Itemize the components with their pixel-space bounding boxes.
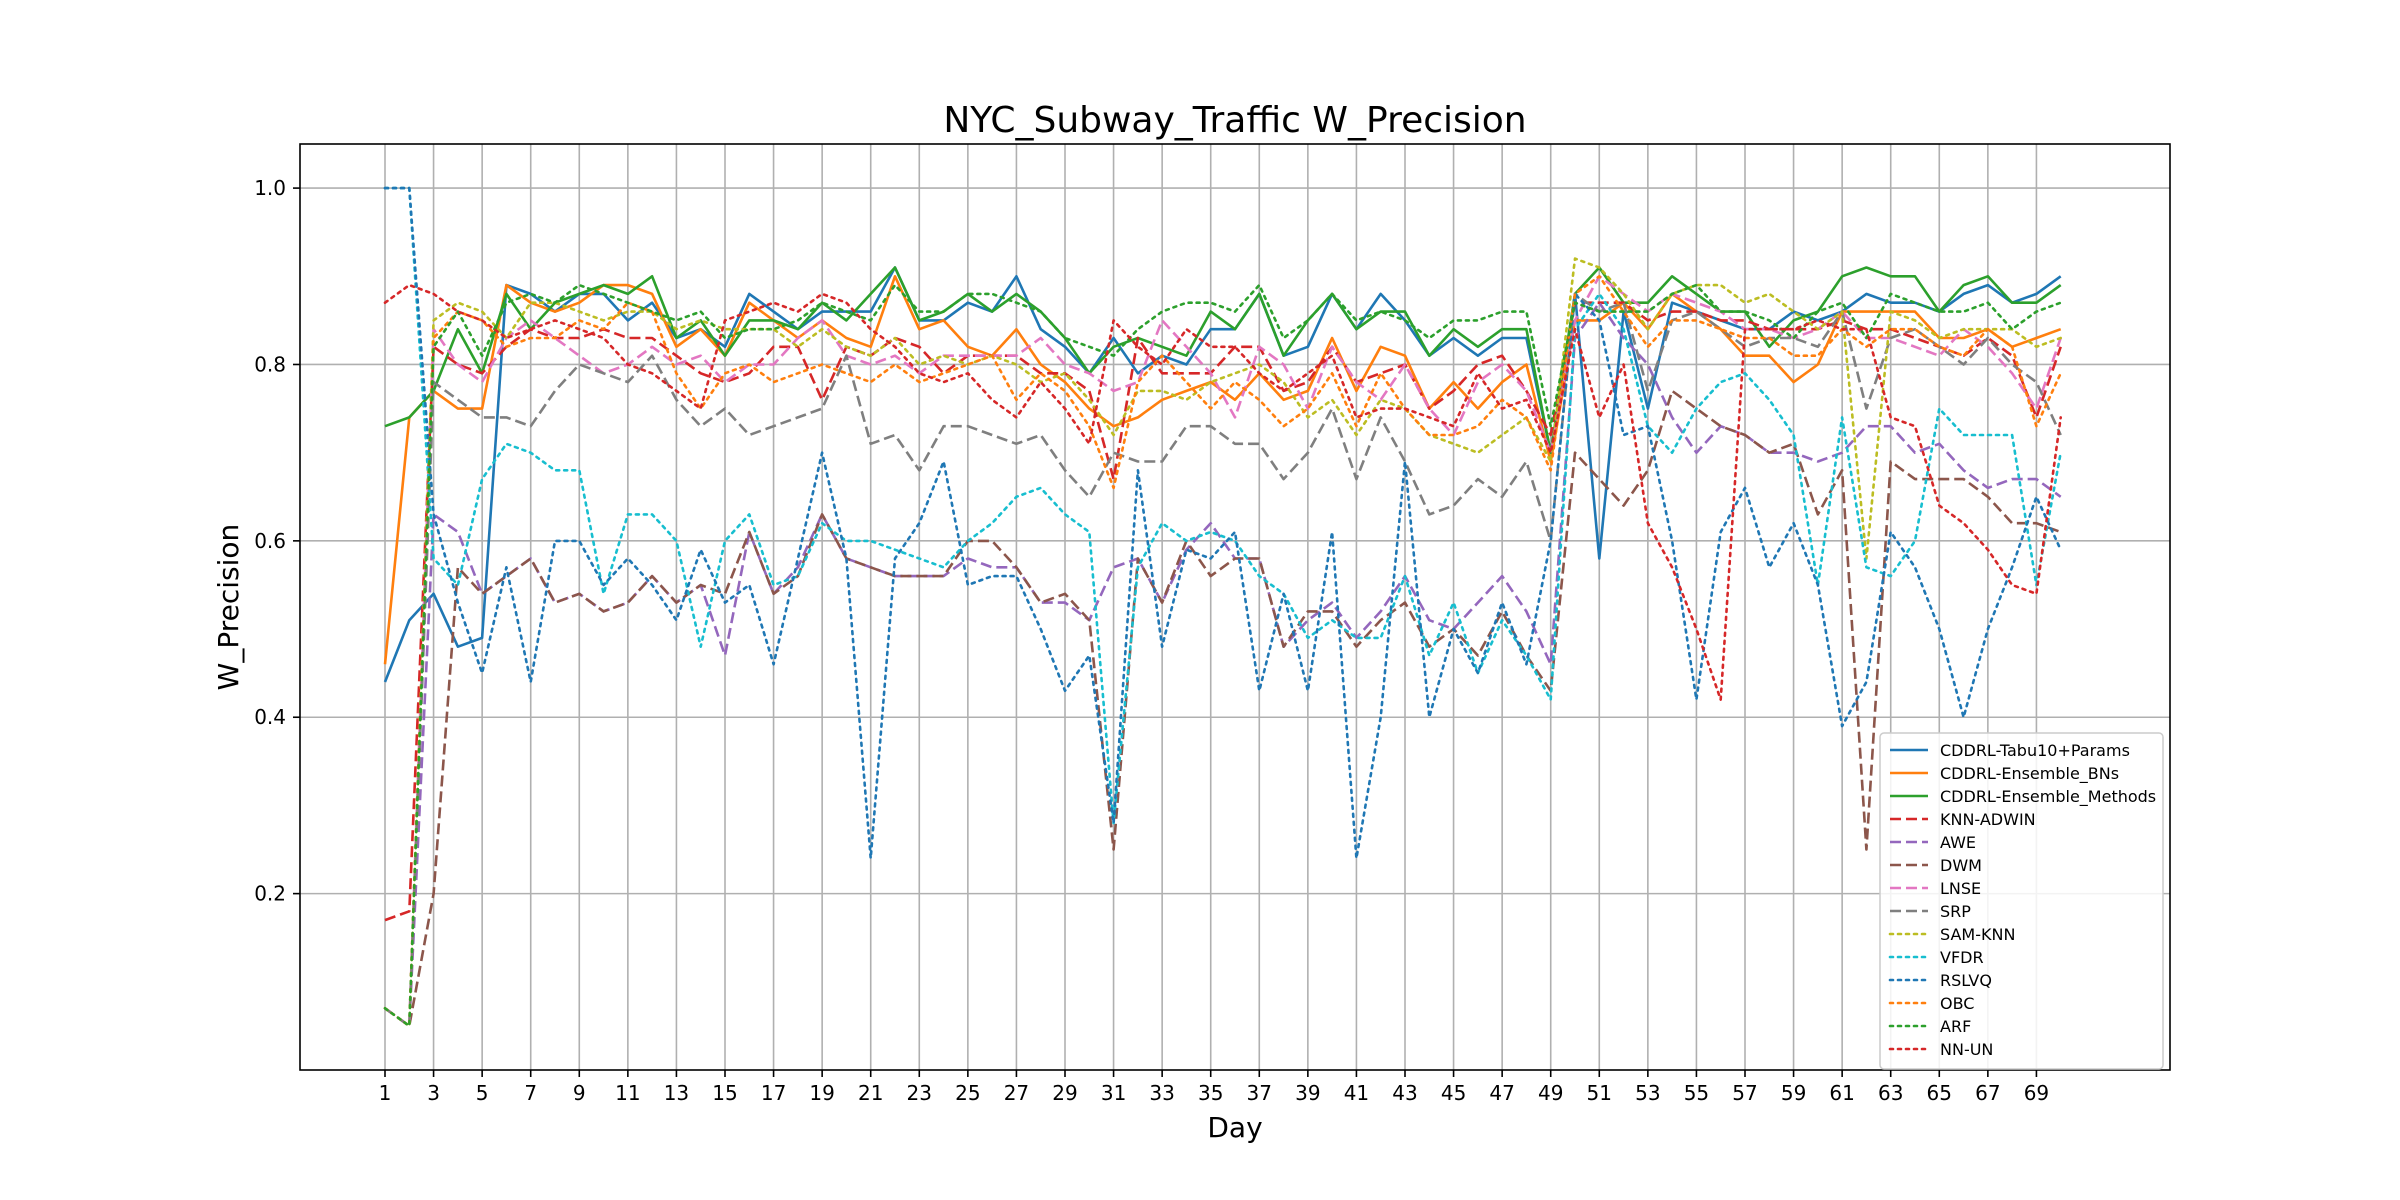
x-tick-label: 39 bbox=[1295, 1081, 1320, 1105]
y-tick-label: 1.0 bbox=[254, 176, 286, 200]
x-tick-label: 21 bbox=[858, 1081, 883, 1105]
x-tick-label: 1 bbox=[379, 1081, 392, 1105]
x-tick-label: 37 bbox=[1247, 1081, 1272, 1105]
legend-box bbox=[1879, 732, 2164, 1070]
y-tick-label: 0.2 bbox=[254, 882, 286, 906]
x-tick-label: 67 bbox=[1975, 1081, 2000, 1105]
x-tick-label: 17 bbox=[761, 1081, 786, 1105]
x-axis-ticks: 1 3 5 7 9 11 13 15 17 19 21 23 25 27 29 31 33 35 37 39 41 43 4… bbox=[379, 1070, 2049, 1105]
x-tick-label: 57 bbox=[1732, 1081, 1757, 1105]
legend-entry-label: CDDRL-Tabu10+Params bbox=[1940, 741, 2130, 760]
chart-title: NYC_Subway_Traffic W_Precision bbox=[943, 100, 1526, 141]
legend-entry-label: LNSE bbox=[1940, 879, 1981, 898]
x-tick-label: 25 bbox=[955, 1081, 980, 1105]
x-tick-label: 33 bbox=[1149, 1081, 1174, 1105]
x-tick-label: 13 bbox=[664, 1081, 689, 1105]
legend-entry-label: AWE bbox=[1940, 833, 1976, 852]
x-tick-label: 3 bbox=[427, 1081, 440, 1105]
x-tick-label: 49 bbox=[1538, 1081, 1563, 1105]
series-line-vfdr bbox=[383, 186, 2062, 825]
y-axis-label: W_Precision bbox=[212, 524, 245, 691]
x-tick-label: 19 bbox=[809, 1081, 834, 1105]
legend-entry-label: SRP bbox=[1940, 902, 1971, 921]
series-line-rslvq bbox=[383, 186, 2062, 860]
y-axis-ticks: 0.2 0.4 0.6 0.8 1.0 bbox=[254, 176, 300, 906]
x-tick-label: 11 bbox=[615, 1081, 640, 1105]
x-tick-label: 41 bbox=[1344, 1081, 1369, 1105]
legend-entry-label: ARF bbox=[1940, 1017, 1971, 1036]
plot-area-frame bbox=[299, 143, 2171, 1071]
x-tick-label: 51 bbox=[1587, 1081, 1612, 1105]
x-tick-label: 9 bbox=[573, 1081, 586, 1105]
legend-entry-label: CDDRL-Ensemble_Methods bbox=[1940, 787, 2156, 807]
x-tick-label: 65 bbox=[1927, 1081, 1952, 1105]
x-axis-label: Day bbox=[1207, 1111, 1262, 1144]
legend-entry-label: KNN-ADWIN bbox=[1940, 810, 2036, 829]
x-tick-label: 35 bbox=[1198, 1081, 1223, 1105]
x-tick-label: 59 bbox=[1781, 1081, 1806, 1105]
x-tick-label: 43 bbox=[1392, 1081, 1417, 1105]
x-tick-label: 31 bbox=[1101, 1081, 1126, 1105]
legend-entry-label: NN-UN bbox=[1940, 1040, 1993, 1059]
y-tick-label: 0.8 bbox=[254, 352, 286, 376]
x-tick-label: 15 bbox=[712, 1081, 737, 1105]
legend-entry-label: DWM bbox=[1940, 856, 1982, 875]
x-tick-label: 69 bbox=[2024, 1081, 2049, 1105]
x-tick-label: 55 bbox=[1684, 1081, 1709, 1105]
x-tick-label: 7 bbox=[524, 1081, 537, 1105]
y-tick-label: 0.6 bbox=[254, 529, 286, 553]
legend-entry-label: SAM-KNN bbox=[1940, 925, 2015, 944]
series-line-obc bbox=[383, 274, 2062, 1028]
legend: CDDRL-Tabu10+Params CDDRL-Ensemble_BNs CDD… bbox=[1879, 732, 2164, 1070]
legend-entry-label: RSLVQ bbox=[1940, 971, 1992, 990]
y-tick-label: 0.4 bbox=[254, 705, 286, 729]
x-tick-label: 45 bbox=[1441, 1081, 1466, 1105]
x-tick-label: 23 bbox=[907, 1081, 932, 1105]
x-tick-label: 29 bbox=[1052, 1081, 1077, 1105]
series-line-srp bbox=[384, 292, 2062, 1028]
x-tick-label: 53 bbox=[1635, 1081, 1660, 1105]
series-line-nn-un bbox=[383, 283, 2062, 701]
legend-entry-label: OBC bbox=[1940, 994, 1974, 1013]
series-lines bbox=[383, 186, 2062, 1028]
legend-entry-label: VFDR bbox=[1940, 948, 1984, 967]
legend-entry-label: CDDRL-Ensemble_BNs bbox=[1940, 764, 2119, 784]
series-line-dwm bbox=[384, 389, 2062, 1028]
x-tick-label: 61 bbox=[1829, 1081, 1854, 1105]
x-tick-label: 5 bbox=[476, 1081, 489, 1105]
x-tick-label: 63 bbox=[1878, 1081, 1903, 1105]
series-line-sam-knn bbox=[383, 257, 2062, 1028]
x-tick-label: 27 bbox=[1004, 1081, 1029, 1105]
x-tick-label: 47 bbox=[1489, 1081, 1514, 1105]
